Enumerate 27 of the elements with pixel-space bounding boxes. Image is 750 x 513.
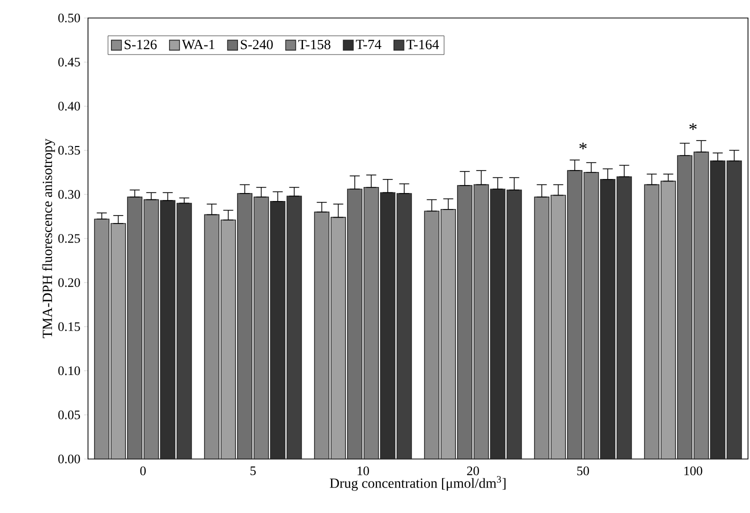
legend-label: S-240	[240, 40, 273, 50]
y-tick-label: 0.00	[58, 454, 80, 464]
x-tick-label: 10	[358, 466, 369, 476]
y-axis-title: TMA-DPH fluorescence anisotropy	[42, 138, 55, 338]
legend-label: T-74	[356, 40, 382, 50]
y-tick-label: 0.50	[58, 14, 80, 22]
legend-label: T-158	[298, 40, 330, 50]
y-tick-label: 0.25	[58, 234, 80, 243]
x-tick-label: 0	[140, 466, 146, 476]
legend-label: S-126	[124, 40, 157, 50]
x-tick-label: 5	[250, 466, 256, 476]
x-axis-title: Drug concentration [μmol/dm$^{3}$]	[330, 476, 506, 491]
y-tick-label: 0.35	[58, 146, 80, 155]
y-tick-label: 0.05	[58, 410, 80, 420]
y-tick-label: 0.20	[58, 278, 80, 287]
legend-label: WA-1	[182, 40, 214, 50]
legend-label: T-164	[406, 40, 439, 50]
annotation: *	[689, 123, 697, 130]
y-tick-label: 0.10	[58, 366, 80, 376]
annotation: *	[579, 142, 587, 150]
y-tick-label: 0.40	[58, 102, 80, 111]
x-tick-label: 20	[467, 466, 479, 476]
x-tick-label: 50	[577, 466, 589, 476]
x-tick-label: 100	[684, 466, 702, 476]
y-tick-label: 0.30	[58, 190, 80, 199]
y-tick-label: 0.15	[58, 322, 80, 332]
y-tick-label: 0.45	[58, 58, 80, 66]
